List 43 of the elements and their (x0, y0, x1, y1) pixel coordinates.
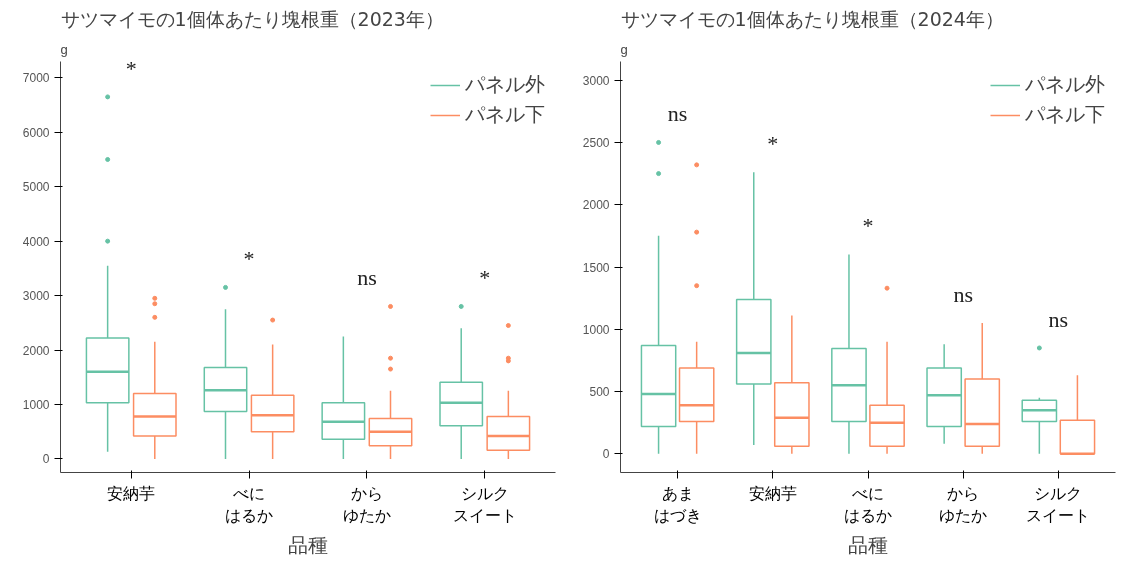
x-tick-label: 安納芋 (107, 483, 156, 503)
legend-label: パネル外 (465, 71, 545, 98)
y-tick-label: 1000 (22, 397, 50, 412)
y-tick-label: 1500 (582, 260, 610, 275)
legend-label: パネル下 (1025, 101, 1105, 128)
annotation: * (479, 265, 491, 291)
x-tick-label: シルクスイート (452, 483, 517, 526)
y-tick-label: 7000 (22, 71, 50, 86)
annotation: ns (357, 265, 377, 291)
annotation: ns (1048, 306, 1069, 332)
y-tick-label: 2500 (582, 135, 610, 150)
x-tick-label: からゆたか (939, 483, 988, 526)
legend-label: パネル下 (465, 101, 545, 128)
y-tick-label: 0 (602, 447, 610, 462)
y-axis-title: g (60, 41, 68, 57)
chart-title: サツマイモの1個体あたり塊根重（2023年） (60, 7, 444, 30)
x-axis-title: 品種 (848, 533, 888, 558)
x-tick-label: べにはるか (844, 483, 892, 526)
x-tick-label: あまはづき (653, 483, 702, 526)
y-tick-label: 0 (42, 452, 50, 467)
annotation: ns (953, 281, 973, 307)
y-tick-label: 1000 (582, 322, 610, 337)
annotation: * (125, 55, 137, 81)
y-tick-label: 500 (589, 385, 610, 400)
y-tick-label: 3000 (582, 73, 610, 88)
y-tick-label: 4000 (22, 234, 50, 249)
x-axis-title: 品種 (288, 533, 328, 558)
y-tick-label: 6000 (22, 125, 50, 140)
annotation: ns (667, 101, 688, 127)
y-tick-label: 2000 (22, 343, 50, 358)
annotation: * (767, 131, 779, 157)
y-tick-label: 5000 (22, 180, 50, 195)
x-tick-label: べにはるか (225, 483, 274, 526)
annotation: * (862, 213, 874, 239)
x-tick-label: からゆたか (342, 483, 391, 526)
y-tick-label: 2000 (582, 198, 610, 213)
y-axis-title: g (620, 41, 628, 57)
chart-title: サツマイモの1個体あたり塊根重（2024年） (620, 7, 1004, 30)
x-tick-label: 安納芋 (748, 483, 797, 503)
x-tick-label: シルクスイート (1026, 483, 1091, 526)
y-tick-label: 3000 (22, 289, 50, 304)
annotation: * (243, 246, 255, 272)
legend-label: パネル外 (1025, 71, 1105, 98)
